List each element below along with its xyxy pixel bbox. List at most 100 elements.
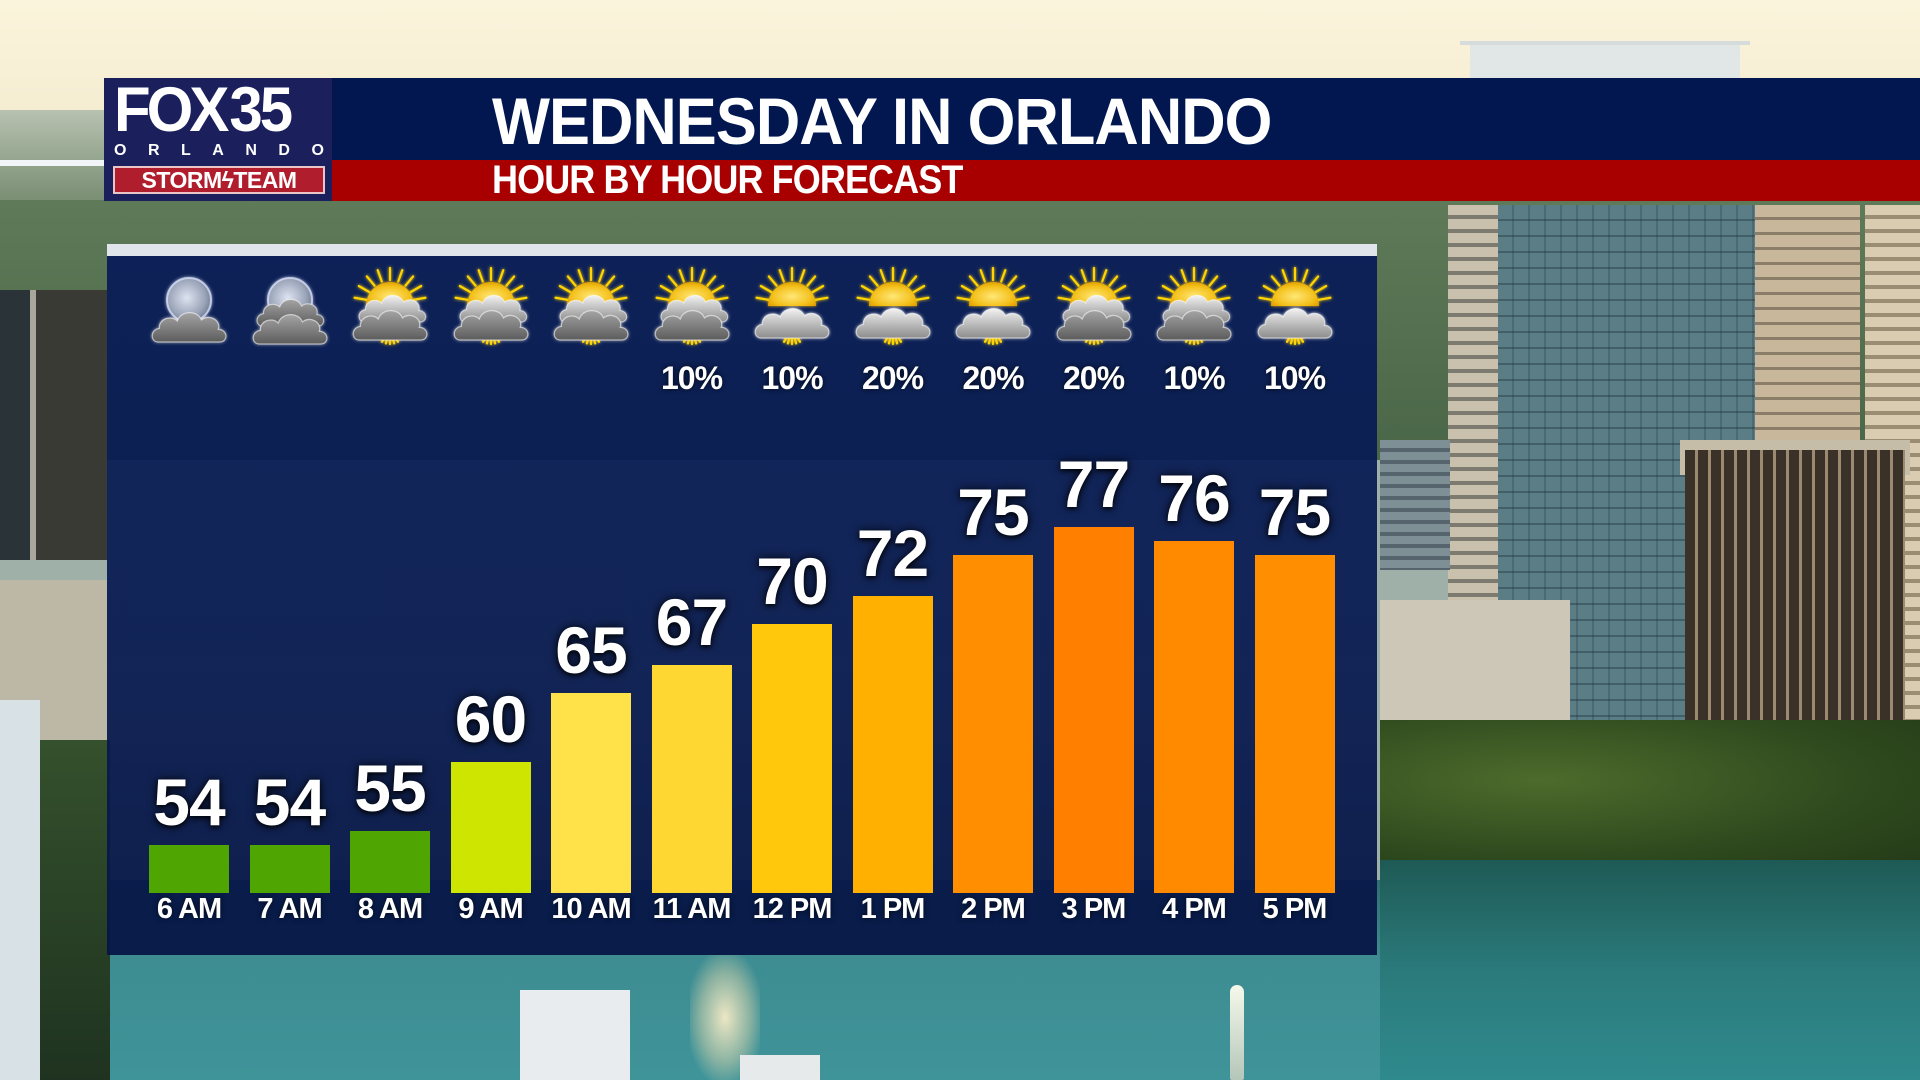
hour-label: 8 AM <box>357 893 423 925</box>
forecast-column: 10% 76 4 PM <box>1144 244 1244 955</box>
mostly-cloudy-day-icon <box>647 266 737 348</box>
temperature-label: 55 <box>354 751 426 825</box>
hour-label: 11 AM <box>652 893 732 925</box>
mostly-cloudy-day-icon <box>446 266 536 348</box>
header-title-band <box>104 78 1920 160</box>
mostly-cloudy-day-icon <box>345 266 435 348</box>
logo-fox35: FOX35 <box>114 78 329 141</box>
night-mostly-cloudy-icon <box>144 266 234 348</box>
logo-letter: R <box>147 142 160 159</box>
rain-chance: 20% <box>861 360 924 396</box>
left-building <box>0 290 107 560</box>
logo-letter: A <box>212 142 224 159</box>
logo-letter: O <box>114 142 127 159</box>
temperature-label: 60 <box>454 682 527 756</box>
rain-chance: 20% <box>962 360 1024 396</box>
left-stripe <box>0 160 104 166</box>
logo-brand: FOX <box>114 74 229 145</box>
temperature-label: 65 <box>555 613 627 687</box>
temperature-bar <box>1053 527 1134 893</box>
left-white-tower <box>0 700 40 1080</box>
forecast-column: 55 8 AM <box>340 244 440 955</box>
rooftop-structure <box>1460 41 1750 80</box>
hour-label: 7 AM <box>257 893 322 925</box>
lake-right <box>1380 860 1920 1080</box>
fountain <box>1230 985 1244 1080</box>
logo-letter: O <box>311 142 324 159</box>
temperature-bar <box>149 845 229 893</box>
panel-top-bar <box>107 244 1377 256</box>
white-building-2 <box>740 1055 820 1080</box>
header-subtitle-band <box>104 160 1920 201</box>
night-cloudy-icon <box>245 266 335 348</box>
hour-label: 5 PM <box>1262 893 1328 925</box>
hourly-forecast-chart: 54 6 AM 54 7 AM 55 8 AM 60 9 AM 65 10 AM… <box>107 244 1377 955</box>
mostly-cloudy-day-icon <box>1149 266 1239 348</box>
temperature-bar <box>249 845 330 893</box>
forecast-column: 20% 75 2 PM <box>943 244 1043 955</box>
temperature-label: 67 <box>655 585 728 659</box>
forecast-column: 10% 70 12 PM <box>742 244 842 955</box>
partly-sunny-icon <box>848 266 938 348</box>
low-building-2 <box>1380 600 1570 720</box>
storm-team-badge: STORMϟTEAM <box>113 166 325 194</box>
partly-sunny-icon <box>948 266 1038 348</box>
forecast-column: 10% 75 5 PM <box>1245 244 1345 955</box>
white-building <box>520 990 630 1080</box>
forecast-column: 10% 67 11 AM <box>642 244 742 955</box>
low-building <box>1380 440 1450 570</box>
hour-label: 3 PM <box>1061 893 1127 925</box>
forecast-column: 54 7 AM <box>240 244 340 955</box>
forecast-column: 54 6 AM <box>139 244 239 955</box>
temperature-bar <box>1254 555 1335 893</box>
temperature-bar <box>953 555 1033 893</box>
temperature-bar <box>1154 541 1234 893</box>
temperature-label: 70 <box>756 544 828 618</box>
hour-label: 1 PM <box>860 893 926 925</box>
mostly-cloudy-day-icon <box>1049 266 1139 348</box>
temperature-bar <box>450 762 531 893</box>
logo-letter: L <box>181 142 191 159</box>
hour-label: 6 AM <box>156 893 222 925</box>
temperature-label: 72 <box>856 516 929 590</box>
hour-label: 2 PM <box>961 893 1026 925</box>
logo-city: O R L A N D O <box>114 142 324 160</box>
temperature-label: 54 <box>153 765 225 839</box>
shore-trees <box>1380 720 1920 870</box>
temperature-label: 75 <box>957 475 1029 549</box>
hour-label: 9 AM <box>458 893 523 925</box>
rain-chance: 10% <box>1263 360 1326 396</box>
logo-channel: 35 <box>229 74 293 145</box>
fox35-storm-team-logo: FOX35 O R L A N D O STORMϟTEAM <box>104 78 332 201</box>
temperature-bar <box>350 831 430 893</box>
hour-label: 4 PM <box>1162 893 1227 925</box>
partly-sunny-icon <box>747 266 837 348</box>
header-banner: FOX35 O R L A N D O STORMϟTEAM WEDNESDAY… <box>104 78 1920 201</box>
forecast-column: 60 9 AM <box>441 244 541 955</box>
rain-chance: 10% <box>1163 360 1225 396</box>
page-title: WEDNESDAY IN ORLANDO <box>492 84 1272 158</box>
temperature-bar <box>752 624 832 893</box>
page-subtitle: HOUR BY HOUR FORECAST <box>492 158 963 202</box>
temperature-label: 76 <box>1158 461 1230 535</box>
temperature-label: 75 <box>1258 475 1331 549</box>
temperature-label: 77 <box>1057 447 1130 521</box>
temperature-bar <box>852 596 933 893</box>
team-text: TEAM <box>233 167 297 193</box>
left-trees <box>40 740 110 1080</box>
rain-chance: 20% <box>1062 360 1125 396</box>
hour-label: 12 PM <box>752 893 833 925</box>
lightning-bolt-icon: ϟ <box>221 167 234 193</box>
forecast-column: 65 10 AM <box>541 244 641 955</box>
mostly-cloudy-day-icon <box>546 266 636 348</box>
hour-label: 10 AM <box>551 893 631 925</box>
rain-chance: 10% <box>761 360 823 396</box>
logo-letter: N <box>245 142 257 159</box>
logo-letter: D <box>278 142 290 159</box>
temperature-bar <box>551 693 631 893</box>
partly-sunny-icon <box>1250 266 1340 348</box>
rain-chance: 10% <box>660 360 723 396</box>
temperature-bar <box>651 665 732 893</box>
temperature-label: 54 <box>253 765 326 839</box>
storm-text: STORM <box>141 167 223 193</box>
